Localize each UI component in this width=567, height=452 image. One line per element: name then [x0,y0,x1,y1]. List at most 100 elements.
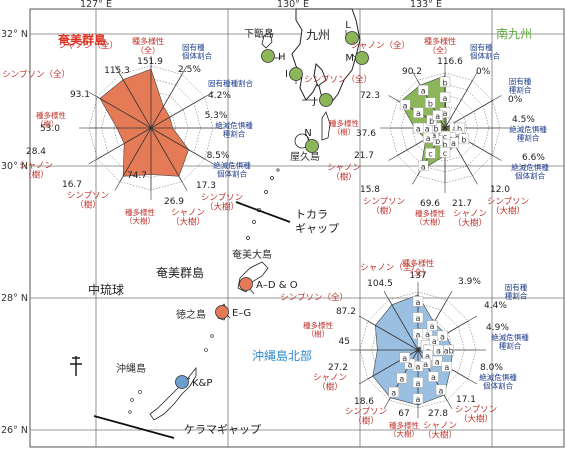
chart-label: シンプソン（樹） [345,407,387,427]
chart-label: シャノン（樹） [327,163,361,183]
significance-box [418,160,429,172]
radar-spoke [150,127,183,182]
significance-letter: a [416,109,421,118]
radar-spoke [388,299,419,351]
chart-label: 絶滅危惧種個体割合 [511,162,549,181]
site-markers: HI J L M N A–D & O E–G K&P [175,20,369,389]
label-amami-oshima: 奄美大島 [232,248,272,261]
chart-value: 21.7 [354,151,374,161]
site-marker-label: M [345,53,354,64]
radar-tick [88,91,98,98]
chart-label: 種多様性（全） [402,258,434,277]
chart-label: 種多様性（全） [132,36,164,55]
significance-letter: a [435,358,440,367]
significance-letter: b [442,78,447,87]
significance-letter: a [425,125,430,134]
radar-tick [88,158,98,165]
radar-tick [412,175,418,185]
chart-value: 74.7 [127,171,147,181]
chart-value: 115.3 [104,66,130,76]
significance-letter: a [421,162,426,171]
significance-box [439,92,451,103]
significance-letter: a [425,330,430,339]
significance-letter: a [391,389,396,398]
site-marker-label: A–D & O [256,280,298,291]
significance-box [396,372,407,384]
chart-label: 固有種種割合 [509,76,532,95]
radar-tick [383,400,390,410]
lon-label-130: 130° E [277,0,309,10]
significance-letter: a [443,94,448,103]
chart-label: シンプソン（大樹） [455,405,497,425]
significance-letter: a [416,314,421,323]
significance-box [418,84,429,96]
site-marker [175,375,189,389]
chart-label: シンプソン（全） [280,292,348,303]
chart-value: 5.3% [205,111,228,121]
chart-value: 69.6 [420,199,440,209]
radar-tick [446,290,453,300]
chart-label: 絶滅危惧種種割合 [509,124,547,143]
chart-label: シャノン（全） [58,40,118,51]
label-naka-ryukyu: 中琉球 [88,282,124,297]
radar-tick [468,315,478,322]
lat-label-30: 30° N [1,161,28,172]
site-marker-label: J [312,96,316,107]
lat-label-32: 32° N [1,29,28,40]
kerama-gap-line [93,415,175,439]
significance-letter: b [429,117,434,126]
radar-tick [492,155,502,161]
chart-label: 絶滅危惧種個体割合 [479,372,517,391]
radar-tick [114,181,121,191]
chart-label: 固有種種割合 [505,282,528,301]
significance-box [425,147,436,159]
radar-spoke [97,96,152,129]
significance-letter: a [416,395,421,404]
significance-letter: a [443,109,448,118]
significance-letter: b [428,99,433,108]
chart-value: 116.6 [437,57,463,67]
radar-tick [388,95,398,101]
significance-letter: a [399,375,404,384]
significance-box [428,371,439,382]
north-arrow-icon [70,356,82,376]
radar-spoke [444,80,473,129]
radar-chart-minami-kyushu: aabababbacbcbcaaabaabaaaba種多様性（全）116.690… [304,36,549,229]
chart-value: 27.2 [328,363,348,373]
chart-label: 固有種個体割合 [470,42,500,61]
chart-label: シャノン（全） [360,262,420,273]
significance-box [412,393,424,404]
significance-box [412,312,424,323]
chart-label: 固有種個体割合 [182,42,212,61]
graticule [30,9,564,447]
significance-letter: a [403,101,408,110]
radar-tick [114,65,121,75]
chart-value: 4.9% [486,323,509,333]
significance-box [413,122,424,134]
radar-tick [204,158,214,165]
chart-label: 種多様性（大樹） [125,207,155,226]
significance-letter: a [439,386,444,395]
significance-box [426,320,438,331]
chart-label: 種多様性（大樹） [389,420,419,439]
radar-tick [446,400,453,410]
chart-value: 8.0% [480,363,503,373]
chart-value: 18.6 [354,397,374,407]
radar-tick [412,71,418,81]
chart-value: 12.0 [490,185,510,195]
radar-tick [204,91,214,98]
label-yakushima: 屋久島 [290,150,320,163]
significance-box [443,344,454,356]
site-marker [289,67,303,81]
chart-label: シンプソン（大樹） [487,197,529,217]
chart-value: 72.3 [360,91,380,101]
chart-label: 絶滅危惧種種割合 [491,332,529,351]
chart-value: 4.2% [208,91,231,101]
chart-value: 90.2 [402,67,422,77]
significance-box [413,107,424,118]
tanegashima-island [321,111,331,141]
significance-letter: a [451,139,456,148]
radar-spoke [150,127,205,160]
lat-label-28: 28° N [1,293,28,304]
label-kerama-gap: ケラマギャップ [184,423,261,436]
